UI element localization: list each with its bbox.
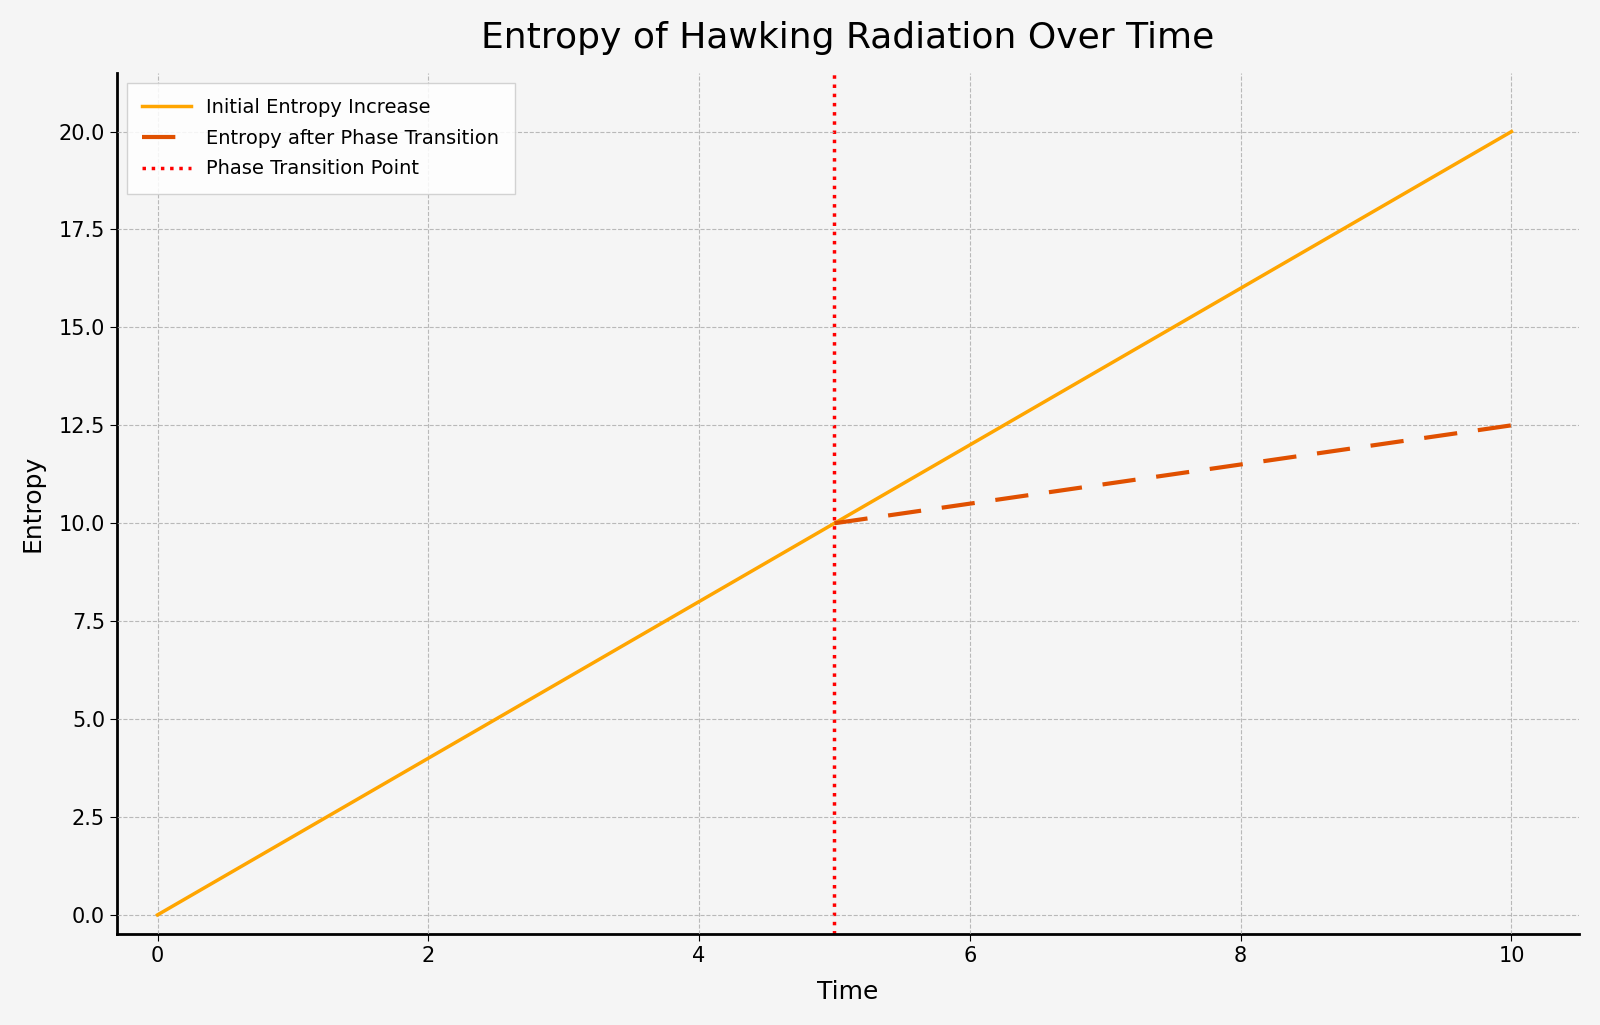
Line: Initial Entropy Increase: Initial Entropy Increase (157, 131, 1512, 915)
Entropy after Phase Transition (826, 517, 845, 529)
Legend: Initial Entropy Increase, Entropy after Phase Transition, Phase Transition Point: Initial Entropy Increase, Entropy after … (126, 83, 515, 194)
Entropy after Phase Transition (1379, 437, 1398, 449)
Entropy after Phase Transition (1485, 421, 1504, 434)
Initial Entropy Increase (1229, 284, 1248, 296)
Initial Entropy Increase (1078, 371, 1098, 383)
Entropy after Phase Transition (1190, 464, 1210, 477)
Initial Entropy Increase (147, 909, 166, 921)
Entropy after Phase Transition (1147, 470, 1166, 483)
Phase Transition Point (826, 869, 845, 882)
Initial Entropy Increase (744, 564, 763, 576)
Entropy after Phase Transition (1150, 470, 1170, 483)
Y-axis label: Entropy: Entropy (21, 455, 45, 552)
Line: Entropy after Phase Transition: Entropy after Phase Transition (835, 425, 1512, 523)
Initial Entropy Increase (1502, 125, 1522, 137)
Initial Entropy Increase (1203, 298, 1222, 311)
Title: Entropy of Hawking Radiation Over Time: Entropy of Hawking Radiation Over Time (482, 20, 1214, 54)
Entropy after Phase Transition (1502, 419, 1522, 432)
Entropy after Phase Transition (1227, 459, 1246, 472)
Phase Transition Point (826, 909, 845, 921)
X-axis label: Time: Time (818, 980, 878, 1004)
Initial Entropy Increase (696, 592, 715, 605)
Initial Entropy Increase (286, 829, 306, 842)
